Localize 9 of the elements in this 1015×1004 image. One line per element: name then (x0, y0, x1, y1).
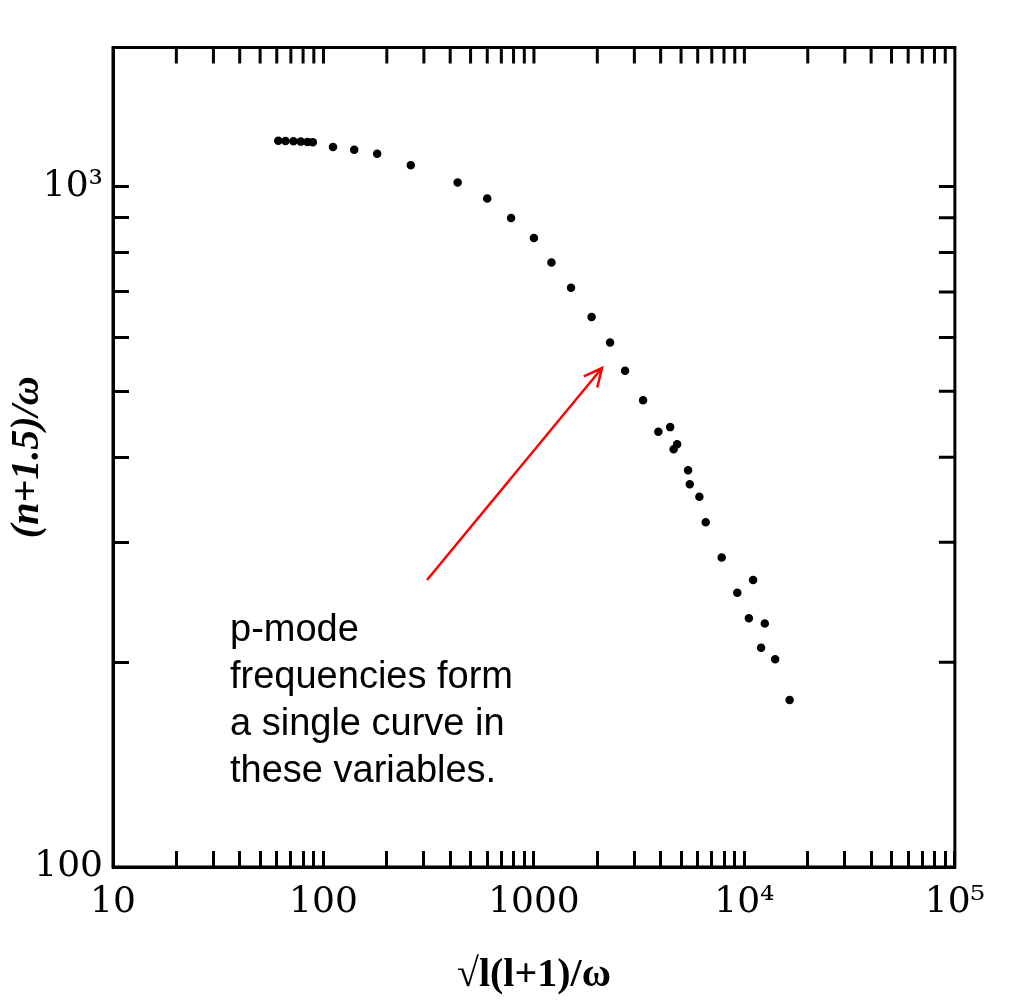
annotation: p-mode frequencies form a single curve in these variables. (230, 606, 514, 792)
x-tick-label: 10⁴ (714, 878, 775, 920)
y-axis-title: (n+1.5)/ω (2, 376, 48, 539)
x-tick-label: 10⁵ (924, 878, 985, 920)
x-axis-title: √l(l+1)/ω (456, 950, 611, 996)
x-tick-label: 100 (289, 878, 358, 920)
y-tick-label: 10³ (42, 162, 103, 204)
x-tick-label: 10 (90, 878, 136, 920)
x-tick-label: 1000 (488, 878, 580, 920)
